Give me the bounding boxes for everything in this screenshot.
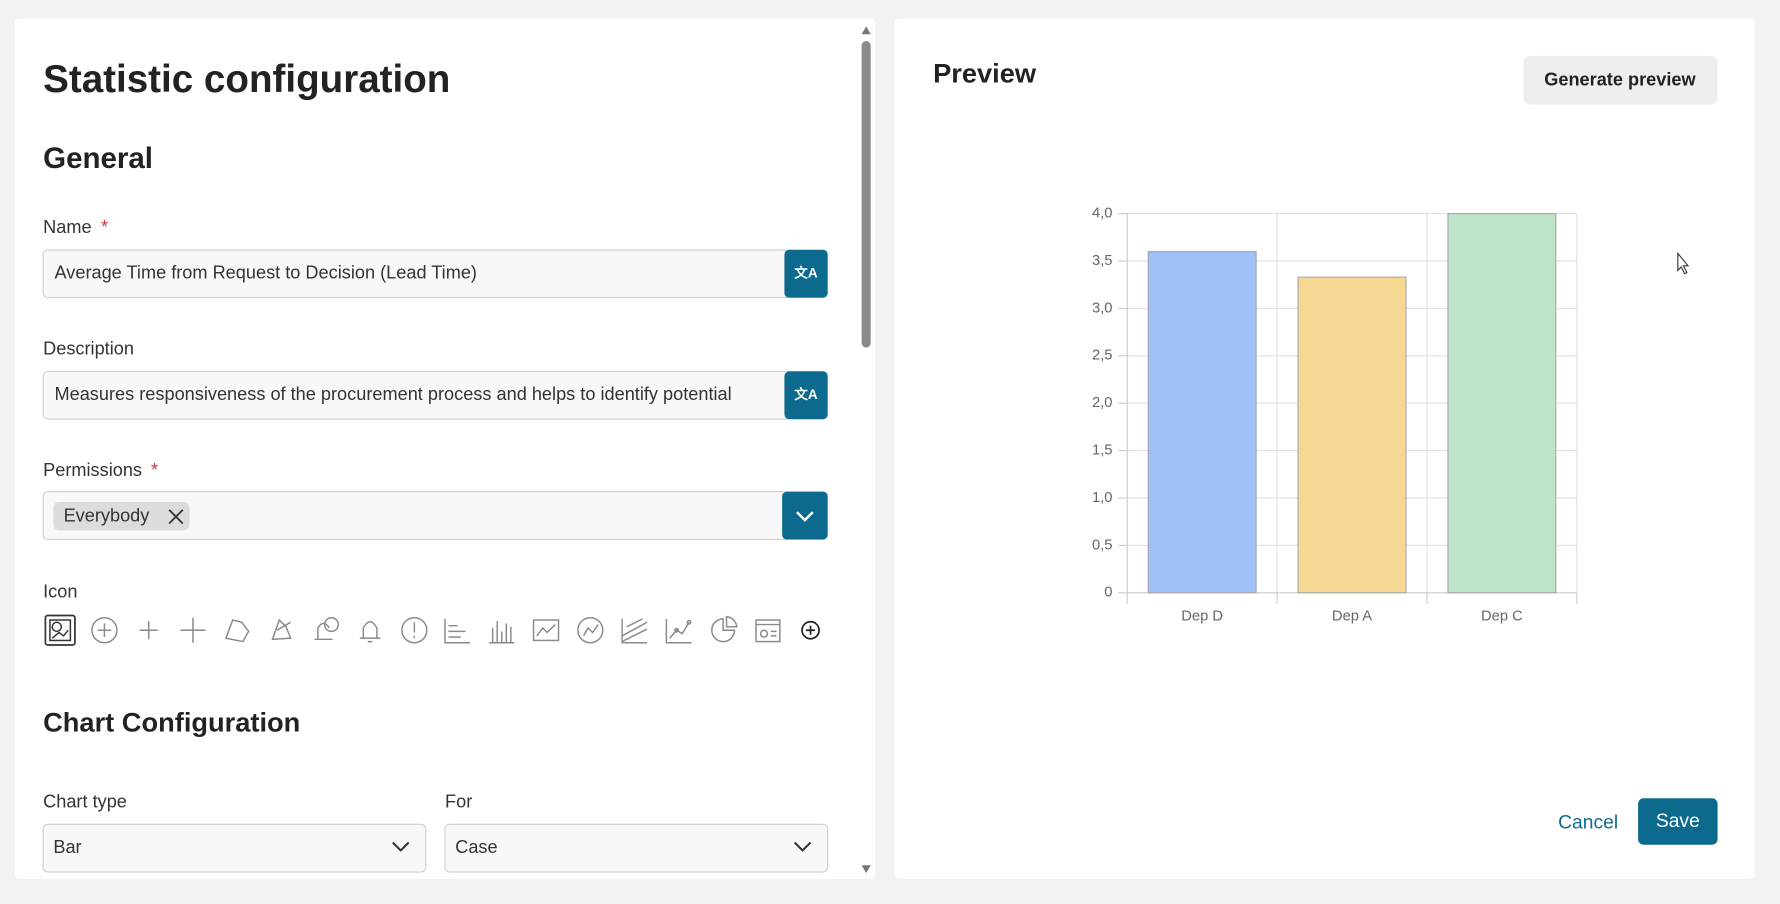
icon-option[interactable] [665, 618, 692, 644]
icon-option[interactable] [359, 620, 381, 643]
y-tick-label: 0 [1104, 585, 1112, 601]
y-tick-label: 3,5 [1092, 253, 1113, 269]
y-tick-label: 1,5 [1092, 442, 1113, 458]
required-mark: * [151, 460, 158, 480]
translate-icon: 文A [794, 386, 818, 402]
field-label: Name [43, 217, 91, 237]
y-tick-label: 3,0 [1092, 300, 1113, 316]
name-value: Average Time from Request to Decision (L… [54, 263, 477, 283]
y-tick-label: 1,0 [1092, 490, 1113, 506]
icon-option[interactable] [401, 617, 428, 644]
section-heading: General [43, 142, 153, 175]
chart: 0 0,5 1,0 1,5 2,0 2,5 3,0 3,5 4,0 Dep D Dep A Dep C [1092, 205, 1578, 624]
y-tick-label: 2,5 [1092, 348, 1113, 364]
icon-option[interactable] [180, 617, 206, 643]
x-tick-label: Dep D [1181, 608, 1223, 624]
required-mark: * [101, 217, 108, 237]
add-icon[interactable] [801, 620, 820, 640]
scroll-down[interactable] [861, 865, 871, 874]
save-button[interactable] [1638, 798, 1718, 845]
icon-option[interactable] [91, 617, 118, 644]
chip-remove[interactable] [168, 509, 184, 525]
generate-preview-button[interactable] [1523, 55, 1718, 105]
translate-button[interactable] [784, 249, 828, 298]
field-label: Description [43, 339, 134, 359]
icon-option[interactable] [577, 617, 604, 644]
chevron [392, 841, 410, 852]
y-tick-label: 0,5 [1092, 537, 1113, 553]
field-label: Permissions [43, 460, 142, 480]
config-panel [14, 18, 876, 879]
icon-option[interactable] [271, 618, 292, 641]
icon-option[interactable] [711, 615, 738, 643]
field-label: Chart type [43, 792, 127, 812]
icon-option[interactable] [139, 621, 158, 640]
cursor [1677, 251, 1690, 275]
select-value: Case [455, 837, 497, 857]
chip [53, 501, 190, 531]
chevron [793, 841, 812, 852]
icon-picker [44, 614, 820, 646]
section-heading: Chart Configuration [43, 707, 300, 738]
y-tick-label: 4,0 [1092, 205, 1113, 221]
scroll-up[interactable] [861, 26, 871, 35]
x-tick-label: Dep A [1332, 608, 1372, 624]
icon-option[interactable] [755, 619, 781, 643]
icon-option[interactable] [224, 619, 250, 643]
bar [1147, 250, 1257, 594]
y-tick-label: 2,0 [1092, 395, 1113, 411]
bar [1297, 276, 1407, 594]
bar [1447, 213, 1557, 594]
dropdown-button[interactable] [782, 491, 828, 540]
chevron [796, 511, 814, 522]
field-label: Icon [43, 582, 77, 602]
icon-option[interactable] [621, 618, 648, 644]
button-label: Save [1656, 811, 1700, 832]
field-label: For [445, 792, 472, 812]
icon-option[interactable] [489, 621, 515, 644]
page-title: Statistic configuration [43, 58, 450, 101]
preview-heading: Preview [933, 57, 1037, 88]
icon-option[interactable] [314, 617, 340, 641]
translate-button[interactable] [784, 371, 828, 420]
chip-label: Everybody [64, 506, 151, 526]
translate-icon: 文A [794, 264, 818, 280]
for-select[interactable] [444, 823, 829, 873]
button-label: Generate preview [1544, 70, 1696, 90]
icon-option[interactable] [532, 619, 560, 642]
x-tick-label: Dep C [1481, 608, 1523, 624]
icon-option[interactable] [444, 618, 470, 644]
cancel-button[interactable]: Cancel [1558, 812, 1618, 833]
select-value: Bar [53, 837, 81, 857]
scrollbar-thumb[interactable] [861, 41, 871, 348]
description-value: Measures responsiveness of the procureme… [54, 384, 731, 404]
chart-type-select[interactable] [42, 823, 427, 873]
